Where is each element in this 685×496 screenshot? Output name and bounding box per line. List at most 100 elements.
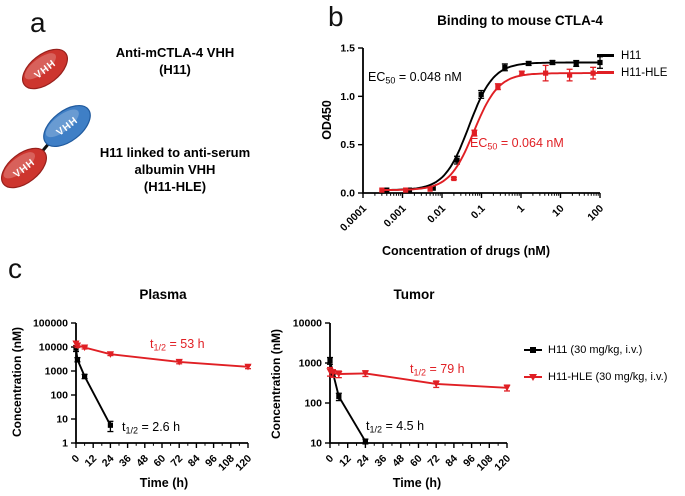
construct2-caption: H11 linked to anti-serum albumin VHH (H1…	[100, 144, 250, 195]
h11-hle-line-swatch	[597, 71, 614, 74]
halflife-annotation-tumor-h11-hle: t1/2 = 79 h	[410, 362, 465, 378]
panel-label-b: b	[328, 1, 344, 32]
vhh-domain-blue: VHH	[43, 105, 91, 147]
annotation-text: = 0.048 nM	[395, 70, 462, 84]
svg-text:100000: 100000	[33, 318, 68, 330]
annotation-subscript: 50	[487, 141, 498, 152]
svg-text:24: 24	[355, 453, 372, 470]
legend-item-h11-hle: H11-HLE	[597, 64, 667, 81]
plasma-x-axis-label: Time (h)	[139, 476, 189, 490]
annotation-text: = 53 h	[166, 337, 205, 351]
construct1-caption: Anti-mCTLA-4 VHH (H11)	[116, 44, 234, 78]
svg-text:72: 72	[426, 453, 443, 470]
plasma-chart-title: Plasma	[139, 287, 187, 302]
annotation-text: = 0.064 nM	[497, 136, 564, 150]
svg-text:120: 120	[233, 453, 254, 474]
annotation-text: = 4.5 h	[382, 419, 425, 433]
construct1-caption-line2: (H11)	[159, 62, 191, 77]
annotation-subscript: 1/2	[125, 425, 138, 436]
svg-text:36: 36	[117, 453, 134, 470]
svg-text:10000: 10000	[39, 342, 68, 354]
legend-item-h11-hle-dose: H11-HLE (30 mg/kg, i.v.)	[524, 363, 667, 390]
legend-item-h11: H11	[597, 47, 667, 64]
svg-text:1: 1	[62, 438, 68, 450]
svg-text:48: 48	[390, 453, 407, 470]
annotation-text: t	[150, 337, 154, 351]
legend-item-h11-dose: H11 (30 mg/kg, i.v.)	[524, 336, 667, 363]
annotation-text: = 2.6 h	[138, 420, 181, 434]
svg-text:1000: 1000	[45, 366, 69, 378]
construct2-caption-line2: albumin VHH	[134, 162, 216, 177]
binding-x-axis-label: Concentration of drugs (nM)	[381, 244, 551, 258]
binding-y-axis-label: OD450	[320, 100, 334, 140]
annotation-text: EC	[368, 70, 386, 84]
svg-text:0.5: 0.5	[340, 139, 355, 151]
svg-text:108: 108	[475, 453, 496, 474]
tumor-y-axis-label: Concentration (nM)	[269, 329, 283, 439]
svg-text:0.01: 0.01	[425, 203, 448, 226]
binding-chart-title: Binding to mouse CTLA-4	[437, 13, 603, 28]
vhh-domain-red-linked: VHH	[1, 147, 47, 189]
annotation-subscript: 1/2	[153, 342, 166, 353]
svg-text:60: 60	[408, 453, 425, 470]
svg-text:0.001: 0.001	[382, 203, 409, 230]
binding-chart: 0.0 0.5 1.0 1.5 0.0001 0.001 0.01 0.1 1 10 100	[338, 43, 606, 234]
svg-text:0: 0	[70, 453, 83, 466]
svg-text:0.0001: 0.0001	[338, 203, 369, 234]
annotation-text: = 79 h	[426, 362, 465, 376]
ec50-annotation-h11-hle: EC50 = 0.064 nM	[470, 136, 564, 152]
h11-line-swatch	[597, 54, 614, 57]
annotation-text: EC	[470, 136, 488, 150]
svg-text:1.0: 1.0	[340, 91, 355, 103]
svg-text:24: 24	[100, 453, 117, 470]
construct2-caption-line3: (H11-HLE)	[143, 179, 207, 194]
halflife-annotation-plasma-h11-hle: t1/2 = 53 h	[150, 337, 205, 353]
square-marker-icon	[530, 346, 536, 353]
svg-text:100: 100	[304, 398, 322, 410]
svg-text:1: 1	[515, 203, 528, 216]
halflife-annotation-tumor-h11: t1/2 = 4.5 h	[366, 419, 424, 435]
h11-hle-marker-swatch	[524, 372, 542, 382]
construct2-caption-line1: H11 linked to anti-serum	[99, 145, 251, 160]
annotation-text: t	[122, 420, 126, 434]
svg-text:100: 100	[50, 390, 68, 402]
tumor-x-axis-label: Time (h)	[392, 476, 442, 490]
svg-text:60: 60	[151, 453, 168, 470]
legend-label: H11	[621, 49, 642, 62]
plasma-y-axis-label: Concentration (nM)	[10, 327, 24, 437]
legend-label: H11-HLE	[621, 66, 668, 79]
construct1-caption-line1: Anti-mCTLA-4 VHH	[115, 45, 235, 60]
panel-label-a: a	[30, 7, 46, 38]
svg-text:0.1: 0.1	[469, 203, 488, 222]
annotation-text: t	[410, 362, 414, 376]
halflife-annotation-plasma-h11: t1/2 = 2.6 h	[122, 420, 180, 436]
svg-text:0.0: 0.0	[340, 188, 355, 200]
svg-text:36: 36	[372, 453, 389, 470]
svg-text:120: 120	[492, 453, 513, 474]
annotation-subscript: 1/2	[413, 367, 426, 378]
annotation-text: t	[366, 419, 370, 433]
annotation-subscript: 1/2	[369, 424, 382, 435]
binding-legend: H11 H11-HLE	[597, 47, 667, 81]
vhh-construct-diagram: VHH VHH VHH	[1, 48, 91, 189]
vhh-domain-red-single: VHH	[22, 48, 68, 90]
annotation-subscript: 50	[385, 75, 396, 86]
svg-text:10000: 10000	[293, 318, 322, 330]
svg-text:48: 48	[134, 453, 151, 470]
legend-label: H11-HLE (30 mg/kg, i.v.)	[548, 370, 668, 383]
tumor-chart-title: Tumor	[393, 287, 435, 302]
ec50-annotation-h11: EC50 = 0.048 nM	[368, 70, 462, 86]
triangle-down-marker-icon	[529, 373, 537, 381]
svg-text:10: 10	[56, 414, 68, 426]
svg-text:0: 0	[324, 453, 337, 466]
svg-text:10: 10	[310, 438, 322, 450]
svg-text:72: 72	[169, 453, 186, 470]
legend-label: H11 (30 mg/kg, i.v.)	[548, 343, 643, 356]
svg-text:100: 100	[585, 203, 606, 224]
svg-text:12: 12	[337, 453, 354, 470]
svg-text:84: 84	[186, 453, 203, 470]
svg-text:1.5: 1.5	[340, 43, 355, 55]
